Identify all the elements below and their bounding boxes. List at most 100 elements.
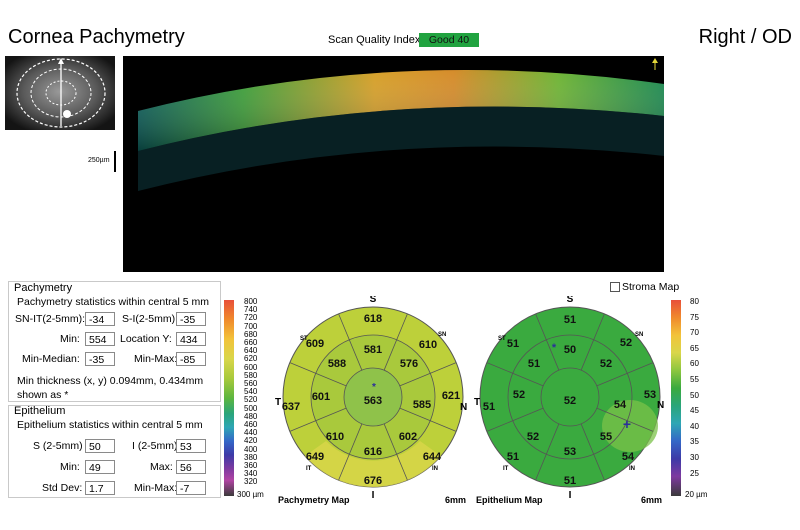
epi-inner-n: 54	[614, 399, 627, 411]
pachy-orient-sn: SN	[438, 332, 446, 338]
epi-min-label: Min:	[60, 461, 80, 473]
epi-inner-s: 50	[564, 344, 576, 356]
pachy-outer-st: 609	[306, 338, 324, 350]
pachy-orient-n: N	[460, 402, 467, 413]
stroma-map-label[interactable]: Stroma Map	[622, 281, 680, 293]
epi-center-value: 52	[564, 395, 576, 407]
pachymetry-colorbar-tick: 720	[244, 313, 258, 323]
s-i-value: -35	[176, 312, 206, 326]
pachy-inner-in: 602	[399, 431, 417, 443]
epithelium-colorbar-tick: 80	[690, 297, 699, 306]
location-y-label: Location Y:	[120, 333, 172, 345]
epi-s-value: 50	[85, 439, 115, 453]
eye-label: Right / OD	[698, 26, 792, 48]
pachymetry-colorbar-tick: 520	[244, 395, 258, 405]
sn-it-label: SN-IT(2-5mm):	[15, 313, 85, 325]
page-title: Cornea Pachymetry	[8, 26, 185, 48]
epi-outer-i: 51	[564, 475, 576, 487]
pachymetry-colorbar-tick: 540	[244, 387, 258, 397]
pachymetry-title: Pachymetry	[14, 282, 73, 294]
pachy-outer-n: 621	[442, 390, 460, 402]
epithelium-subtitle: Epithelium statistics within central 5 m…	[17, 419, 203, 431]
epi-outer-n: 53	[644, 389, 656, 401]
epi-i-value: 53	[176, 439, 206, 453]
stroma-map-checkbox[interactable]	[610, 282, 620, 292]
pachymetry-colorbar-tick: 320	[244, 477, 258, 487]
min-value: 554	[85, 332, 115, 346]
epi-center-zone	[540, 367, 600, 427]
pachymetry-colorbar-tick: 620	[244, 354, 258, 364]
epithelium-colorbar-tick: 30	[690, 453, 699, 462]
pachymetry-map-diameter: 6mm	[445, 495, 466, 505]
epi-orient-it: IT	[503, 466, 509, 472]
min-thickness-note: Min thickness (x, y) 0.094mm, 0.434mm	[17, 375, 204, 387]
pachymetry-colorbar-tick: 740	[244, 305, 258, 315]
epi-i-label: I (2-5mm)	[132, 440, 178, 452]
pachymetry-colorbar-tick: 460	[244, 420, 258, 429]
epi-max-marker: +	[623, 416, 631, 432]
epi-inner-t: 52	[513, 389, 525, 401]
pachy-orient-in: IN	[432, 466, 438, 472]
pachy-inferior-zone	[305, 441, 441, 488]
epithelium-colorbar-tick: 70	[690, 328, 699, 338]
pachy-outer-it: 649	[306, 451, 324, 463]
epi-sector-lines	[486, 313, 654, 481]
pachymetry-colorbar-tick: 600	[244, 362, 258, 372]
epi-min-max-label: Min-Max:	[134, 482, 178, 494]
min-max-label: Min-Max:	[134, 353, 178, 365]
epi-orient-s: S	[567, 296, 574, 305]
pachymetry-colorbar-tick: 360	[244, 461, 258, 470]
epi-inner-ring	[507, 334, 633, 460]
pachy-inner-sn: 576	[400, 358, 418, 370]
epithelium-colorbar-tick: 35	[690, 437, 699, 447]
scan-quality-label: Scan Quality Index	[328, 34, 421, 46]
epi-outer-st: 51	[507, 338, 519, 350]
min-thickness-marker: *	[372, 382, 376, 393]
pachymetry-subtitle: Pachymetry statistics within central 5 m…	[17, 296, 209, 308]
epithelium-colorbar-tick: 65	[690, 343, 699, 353]
pachy-outer-sn: 610	[419, 339, 437, 351]
fundus-thumbnail[interactable]	[5, 56, 115, 130]
epi-outer-s: 51	[564, 314, 576, 326]
pachy-orient-s: S	[370, 296, 377, 305]
location-y-value: 434	[176, 332, 206, 346]
pachymetry-colorbar-tick: 560	[244, 379, 258, 388]
epi-outer-it: 51	[507, 451, 519, 463]
pachymetry-colorbar-tick: 500	[244, 403, 258, 413]
pachymetry-colorbar-tick: 400	[244, 444, 258, 454]
pachymetry-colorbar-tick: 420	[244, 436, 258, 446]
epithelium-colorbar-bottom: 20 µm	[685, 490, 708, 499]
min-max-value: -85	[176, 352, 206, 366]
epi-std-value: 1.7	[85, 481, 115, 495]
pachymetry-colorbar-tick: 340	[244, 469, 258, 479]
epi-min-value: 49	[85, 460, 115, 474]
min-median-value: -35	[85, 352, 115, 366]
epi-orient-n: N	[657, 400, 664, 411]
pachymetry-colorbar-tick: 680	[244, 329, 258, 339]
pachy-sector-lines	[289, 313, 457, 481]
pachymetry-colorbar-tick: 380	[244, 452, 258, 462]
pachymetry-map-label: Pachymetry Map	[278, 495, 350, 505]
epithelium-colorbar-tick: 55	[690, 375, 699, 384]
oct-scan-image[interactable]	[123, 56, 664, 272]
pachy-orient-i: I	[372, 490, 375, 501]
epithelium-colorbar-tick: 75	[690, 312, 699, 322]
epithelium-map[interactable]: S I T N SN ST IN IT 51 52 53 54 51 51 51…	[470, 296, 670, 508]
epi-outer-sn: 52	[620, 337, 632, 349]
epi-inner-in: 55	[600, 431, 612, 443]
pachy-outer-s: 618	[364, 313, 382, 325]
epi-min-max-value: -7	[176, 481, 206, 495]
pachymetry-colorbar	[224, 300, 234, 496]
pachymetry-colorbar-tick: 660	[244, 338, 258, 347]
pachy-outer-i: 676	[364, 475, 382, 487]
pachy-outer-t: 637	[282, 401, 300, 413]
pachymetry-map[interactable]: S I T N SN ST IN IT 618 610 621 644 676 …	[270, 296, 480, 508]
pachymetry-colorbar-tick: 800	[244, 297, 258, 306]
pachy-center-zone	[343, 367, 403, 427]
pachymetry-panel	[8, 281, 221, 402]
epithelium-colorbar-tick: 40	[690, 421, 699, 431]
epi-inner-st: 51	[528, 358, 540, 370]
epi-max-label: Max:	[150, 461, 173, 473]
pachy-orient-st: ST	[300, 336, 308, 342]
pachymetry-colorbar-tick: 640	[244, 346, 258, 356]
